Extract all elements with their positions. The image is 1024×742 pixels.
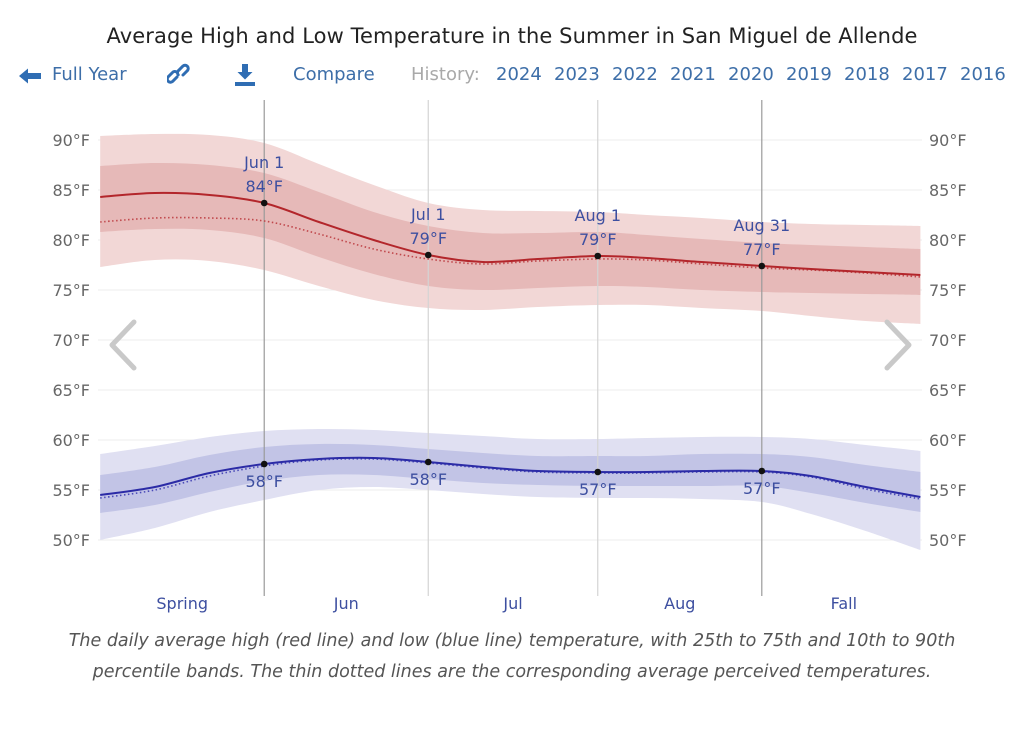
history-year-2024[interactable]: 2024 [496,64,542,85]
history-year-2023[interactable]: 2023 [554,64,600,85]
y-tick-label: 55°F [929,481,967,500]
marker-high-label: 79°F [409,229,447,248]
marker-low-label: 57°F [579,480,617,499]
y-tick-label: 85°F [929,181,967,200]
marker-low-label: 57°F [743,479,781,498]
marker-date-label: Jul 1 [410,205,446,224]
history-year-2017[interactable]: 2017 [902,64,948,85]
history-year-2022[interactable]: 2022 [612,64,658,85]
marker-date-label: Aug 31 [733,216,790,235]
marker-low-label: 58°F [245,472,283,491]
y-tick-label: 90°F [929,131,967,150]
average-high-line [100,191,921,276]
y-axis-right: 90°F 85°F 80°F 75°F 70°F 65°F 60°F 55°F 50°F [929,131,967,550]
history-year-2019[interactable]: 2019 [786,64,832,85]
chart-title: Average High and Low Temperature in the … [106,24,918,48]
low-marker-point [424,458,432,466]
average-low-line [100,456,921,498]
download-button[interactable] [233,63,257,87]
prev-period-button[interactable] [104,318,140,374]
marker-low-label: 58°F [409,470,447,489]
full-year-label: Full Year [52,64,127,85]
marker-high-label: 84°F [245,177,283,196]
high-marker-point [594,252,602,260]
high-marker-point [424,251,432,259]
compare-link[interactable]: Compare [293,64,375,85]
marker-date-label: Aug 1 [575,206,622,225]
series-lines [100,100,921,596]
history-year-2018[interactable]: 2018 [844,64,890,85]
marker-high-label: 77°F [743,240,781,259]
y-tick-label: 75°F [929,281,967,300]
y-tick-label: 80°F [52,231,90,250]
link-button[interactable] [167,63,191,87]
y-tick-label: 85°F [52,181,90,200]
chart-toolbar: Full Year Compare History: 2024 2023 202… [0,62,1024,90]
history-label: History: [411,64,480,85]
y-axis-left: 90°F 85°F 80°F 75°F 70°F 65°F 60°F 55°F 50°F [52,131,90,550]
download-icon [233,63,257,87]
chevron-right-icon [884,319,912,371]
y-tick-label: 70°F [929,331,967,350]
marker-high-label: 79°F [579,230,617,249]
y-tick-label: 90°F [52,131,90,150]
perceived-high-line [100,216,921,278]
high-marker-point [758,262,766,270]
temperature-chart: 90°F 85°F 80°F 75°F 70°F 65°F 60°F 55°F 50°F 90°… [52,100,967,613]
next-period-button[interactable] [880,318,916,374]
history-year-2016[interactable]: 2016 [960,64,1006,85]
y-tick-label: 60°F [52,431,90,450]
month-label: Jul [502,594,522,613]
high-marker-point [260,199,268,207]
arrow-left-icon [18,67,42,85]
y-tick-label: 50°F [929,531,967,550]
y-tick-label: 65°F [929,381,967,400]
y-tick-label: 80°F [929,231,967,250]
y-tick-label: 65°F [52,381,90,400]
y-tick-label: 60°F [929,431,967,450]
history-year-2020[interactable]: 2020 [728,64,774,85]
history-year-2021[interactable]: 2021 [670,64,716,85]
y-tick-label: 50°F [52,531,90,550]
date-markers: Jun 1 84°F 58°F Jul 1 79°F 58°F Aug 1 79°F 57°F A… [243,153,790,499]
month-label: Fall [831,594,857,613]
y-tick-label: 70°F [52,331,90,350]
chevron-left-icon [109,319,137,371]
chart-caption: The daily average high (red line) and lo… [68,631,956,682]
link-icon [167,63,191,87]
month-label: Jun [333,594,359,613]
y-tick-label: 75°F [52,281,90,300]
low-marker-point [260,460,268,468]
y-tick-label: 55°F [52,481,90,500]
low-marker-point [758,467,766,475]
marker-date-label: Jun 1 [243,153,284,172]
month-labels: Spring Jun Jul Aug Fall [156,594,857,613]
month-label: Spring [156,594,208,613]
low-marker-point [594,468,602,476]
month-label: Aug [664,594,695,613]
